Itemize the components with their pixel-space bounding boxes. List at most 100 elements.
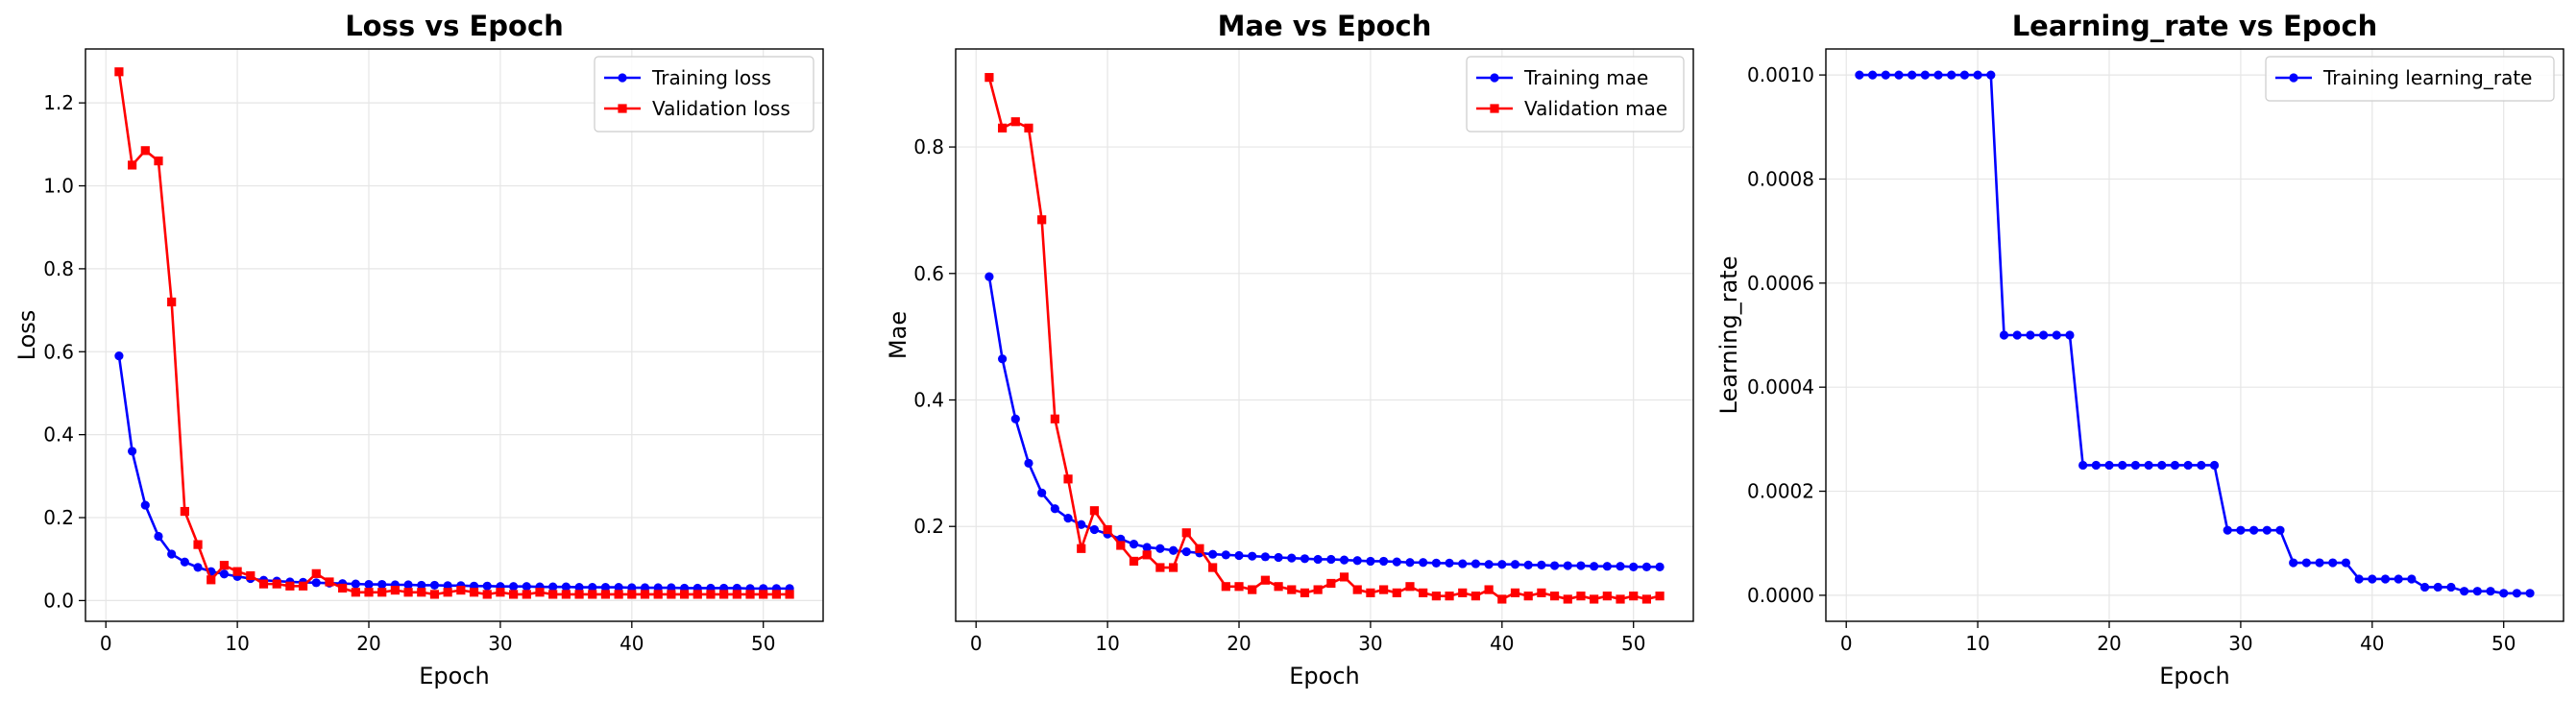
data-point	[600, 582, 611, 592]
data-point	[561, 590, 571, 599]
data-point	[548, 582, 558, 592]
y-tick-label: 1.0	[43, 175, 74, 198]
legend-marker	[618, 104, 627, 113]
data-point	[693, 590, 702, 599]
data-point	[127, 447, 137, 456]
data-point	[1405, 582, 1415, 592]
data-point	[429, 590, 440, 599]
data-point	[1379, 556, 1389, 567]
data-point	[1326, 554, 1336, 565]
data-point	[1129, 556, 1139, 567]
y-axis-label: Loss	[13, 310, 40, 361]
data-point	[1077, 544, 1086, 553]
data-point	[417, 580, 426, 591]
data-point	[1484, 585, 1494, 594]
data-point	[2486, 587, 2495, 596]
data-point	[1629, 592, 1639, 601]
axes-frame	[955, 48, 1694, 622]
x-tick-label: 30	[488, 632, 512, 655]
data-point	[1366, 588, 1375, 597]
data-point	[1221, 550, 1230, 560]
y-tick-label: 0.0000	[1747, 584, 1814, 607]
data-point	[759, 590, 768, 599]
data-point	[667, 583, 676, 592]
chart-title: Learning_rate vs Epoch	[2012, 10, 2378, 42]
x-tick-label: 30	[1358, 632, 1382, 655]
data-point	[614, 582, 623, 592]
legend-marker	[1490, 73, 1499, 83]
y-tick-label: 0.0004	[1747, 375, 1814, 399]
data-point	[298, 581, 308, 591]
data-point	[984, 73, 994, 83]
legend-label: Validation loss	[652, 97, 790, 120]
series-line	[987, 77, 1661, 601]
data-point	[1629, 562, 1639, 571]
data-point	[180, 557, 189, 567]
data-point	[1287, 553, 1297, 563]
x-tick-label: 0	[100, 632, 112, 655]
legend-marker	[2289, 73, 2298, 83]
data-point	[2368, 574, 2377, 584]
x-axis-label: Epoch	[419, 663, 490, 689]
data-point	[1300, 554, 1310, 564]
data-point	[193, 563, 203, 572]
data-point	[2301, 558, 2311, 568]
chart-title: Mae vs Epoch	[1218, 10, 1432, 42]
chart-title: Loss vs Epoch	[345, 10, 564, 42]
data-point	[627, 583, 637, 592]
data-point	[1313, 554, 1323, 565]
data-point	[2380, 574, 2391, 584]
data-point	[1855, 70, 1864, 80]
legend-box	[594, 56, 814, 133]
data-point	[1497, 560, 1507, 569]
legend-box	[1466, 56, 1685, 133]
data-point	[640, 583, 650, 592]
data-point	[1260, 552, 1270, 562]
data-point	[561, 582, 571, 592]
x-tick-label: 10	[1095, 632, 1119, 655]
data-point	[1590, 594, 1599, 604]
data-point	[653, 583, 663, 592]
y-tick-label: 0.2	[913, 515, 944, 538]
data-point	[482, 581, 492, 591]
data-point	[1260, 575, 1270, 585]
data-point	[1089, 524, 1100, 535]
data-point	[1576, 561, 1586, 570]
data-point	[1037, 488, 1047, 497]
legend-label: Training learning_rate	[2322, 66, 2533, 89]
data-point	[364, 579, 374, 590]
data-point	[1405, 558, 1415, 568]
data-point	[1470, 592, 1481, 601]
data-point	[2223, 525, 2232, 535]
data-point	[1523, 592, 1533, 601]
data-point	[1549, 592, 1560, 601]
data-point	[1616, 594, 1625, 604]
data-point	[2130, 460, 2140, 471]
y-tick-label: 0.0002	[1747, 480, 1814, 503]
data-point	[154, 157, 163, 166]
data-point	[1129, 540, 1139, 549]
data-point	[653, 590, 663, 599]
data-point	[2499, 589, 2509, 598]
data-point	[351, 579, 360, 589]
data-point	[364, 588, 374, 597]
data-point	[2512, 589, 2522, 598]
data-point	[377, 588, 387, 597]
x-tick-label: 10	[1965, 632, 1989, 655]
data-point	[2078, 460, 2088, 471]
data-point	[167, 297, 177, 307]
data-point	[588, 590, 597, 599]
x-tick-label: 20	[1227, 632, 1251, 655]
data-point	[1986, 70, 1996, 80]
y-tick-label: 0.0	[43, 589, 74, 612]
data-point	[154, 531, 163, 542]
series-line	[117, 71, 790, 596]
data-point	[509, 590, 519, 599]
data-point	[1470, 559, 1481, 568]
data-point	[1392, 557, 1401, 567]
series-line	[987, 276, 1661, 568]
legend-label: Training mae	[1523, 66, 1648, 89]
data-point	[1050, 504, 1059, 514]
x-tick-label: 50	[751, 632, 775, 655]
data-point	[417, 588, 426, 597]
